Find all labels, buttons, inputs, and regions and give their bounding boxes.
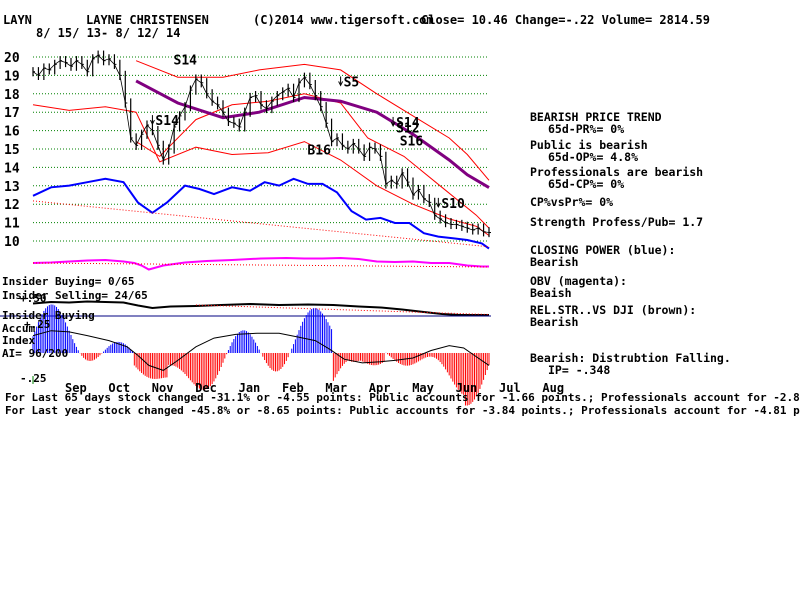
signal-label: S14 bbox=[396, 116, 420, 131]
price-tick-label: 11 bbox=[4, 217, 20, 232]
signal-label: S16 bbox=[400, 134, 424, 149]
price-tick-label: 20 bbox=[4, 51, 20, 66]
accum-index-panel bbox=[0, 304, 491, 406]
signal-label: S14 bbox=[155, 114, 179, 129]
moving-average-line bbox=[135, 79, 490, 189]
month-label: Jan bbox=[239, 381, 261, 395]
price-tick-label: 15 bbox=[4, 143, 20, 158]
price-close-line bbox=[32, 54, 490, 233]
public-op: 65d-OP%= 4.8% bbox=[548, 150, 638, 164]
lower-band-line bbox=[32, 104, 490, 236]
price-tick-label: 17 bbox=[4, 106, 20, 121]
signal-arrow-head bbox=[435, 202, 441, 208]
price-tick-label: 12 bbox=[4, 198, 20, 213]
month-label: May bbox=[412, 381, 434, 395]
ip-value: IP= -.348 bbox=[548, 363, 610, 377]
price-bands bbox=[32, 60, 490, 236]
cp-vs-pr: CP%vsPr%= 0% bbox=[530, 195, 613, 209]
pros-title: Professionals are bearish bbox=[530, 165, 703, 179]
price-tick-label: 19 bbox=[4, 69, 20, 84]
quote-summary: Close= 10.46 Change=-.22 Volume= 2814.59 bbox=[421, 13, 710, 27]
obv-title: OBV (magenta): bbox=[530, 274, 627, 288]
month-label: Aug bbox=[542, 381, 564, 395]
accum-tick-label: +.50 bbox=[20, 292, 47, 305]
price-tick-label: 14 bbox=[4, 161, 20, 176]
pros-cp: 65d-CP%= 0% bbox=[548, 177, 624, 191]
price-tick-label: 16 bbox=[4, 125, 20, 140]
signal-arrow-head bbox=[390, 121, 396, 128]
price-tick-label: 13 bbox=[4, 180, 20, 195]
signal-label: S10 bbox=[441, 197, 465, 212]
company-name: LAYNE CHRISTENSEN bbox=[86, 13, 209, 27]
month-label: Mar bbox=[325, 381, 347, 395]
accum-ma-line bbox=[32, 330, 490, 371]
inner-band-line bbox=[135, 93, 490, 229]
ai-value: AI= 96/200 bbox=[2, 347, 68, 360]
signal-arrow-head bbox=[149, 119, 155, 126]
trend-title: BEARISH PRICE TREND bbox=[530, 110, 662, 124]
obv-value: Beaish bbox=[530, 286, 572, 300]
price-tick-label: 10 bbox=[4, 235, 20, 250]
indicator-lines bbox=[32, 177, 490, 316]
obv-line bbox=[32, 256, 489, 271]
month-label: Apr bbox=[369, 381, 391, 395]
signal-label: S14 bbox=[174, 53, 198, 68]
footer-last-year: For Last year stock changed -45.8% or -8… bbox=[5, 404, 800, 417]
price-bars bbox=[32, 50, 491, 238]
month-label: Nov bbox=[152, 381, 174, 395]
date-range: 8/ 15/ 13- 8/ 12/ 14 bbox=[36, 26, 181, 40]
price-tick-label: 18 bbox=[4, 88, 20, 103]
ticker-label: LAYN bbox=[3, 13, 32, 27]
rel-str-line bbox=[32, 300, 489, 316]
footer-65-day: For Last 65 days stock changed -31.1% or… bbox=[5, 391, 800, 404]
insider-selling-count: Insider Selling= 24/65 bbox=[2, 289, 148, 302]
month-label: Feb bbox=[282, 381, 304, 395]
month-label: Oct bbox=[108, 381, 130, 395]
rel-str-trend bbox=[195, 304, 490, 315]
signal-label: B16 bbox=[307, 144, 331, 159]
rel-str-value: Bearish bbox=[530, 315, 579, 329]
signal-arrow-head bbox=[338, 81, 344, 87]
month-label: Sep bbox=[65, 381, 87, 395]
copyright-label: (C)2014 www.tigersoft.com bbox=[253, 13, 434, 27]
insider-buying-count: Insider Buying= 0/65 bbox=[2, 275, 134, 288]
obv-trend bbox=[32, 262, 490, 268]
accum-tick-label: +.25 bbox=[24, 318, 51, 331]
closing-power-value: Bearish bbox=[530, 255, 579, 269]
closing-power-trend bbox=[32, 200, 490, 248]
distribution-title: Bearish: Distrubtion Falling. bbox=[530, 351, 731, 365]
upper-band-line bbox=[135, 60, 490, 181]
closing-power-title: CLOSING POWER (blue): bbox=[530, 243, 675, 257]
month-label: Jul bbox=[499, 381, 521, 395]
signal-label: S12 bbox=[396, 121, 419, 136]
rel-str-title: REL.STR..VS DJI (brown): bbox=[530, 303, 696, 317]
closing-power-line bbox=[32, 177, 490, 250]
month-label: Dec bbox=[195, 381, 217, 395]
public-title: Public is bearish bbox=[530, 138, 648, 152]
signal-label: S5 bbox=[344, 75, 360, 90]
trend-pr: 65d-PR%= 0% bbox=[548, 122, 624, 136]
insider-buying-label: Insider Buying bbox=[2, 309, 95, 322]
index-label: Index bbox=[2, 334, 35, 347]
month-label: Jun bbox=[456, 381, 478, 395]
accum-tick-label: -.25 bbox=[20, 372, 47, 385]
strength-ratio: Strength Profess/Pub= 1.7 bbox=[530, 215, 703, 229]
axis-labels: 20 19 18 17 16 15 14 13 12 11 10 +.50 +.25 -.25 Sep Oct… bbox=[4, 51, 564, 395]
accum-label: Accum bbox=[2, 322, 35, 335]
